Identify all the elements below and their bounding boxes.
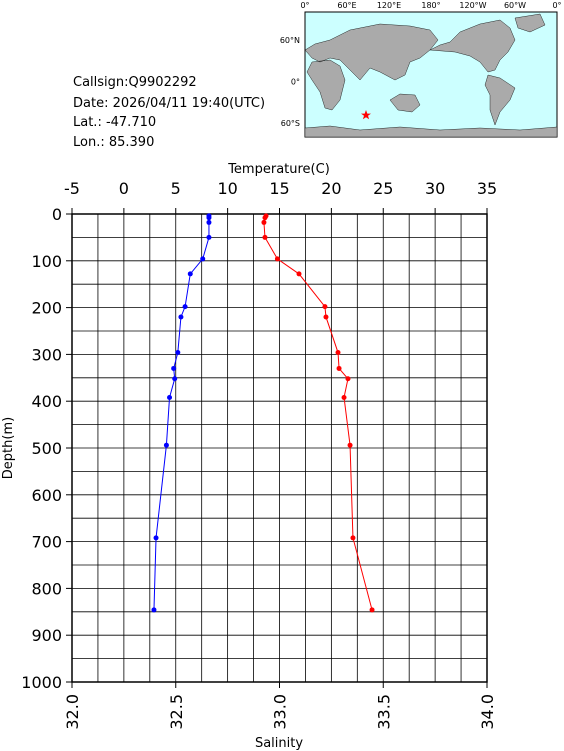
map-lat-label: 60°S xyxy=(281,119,300,128)
bottom-axis-title: Salinity xyxy=(255,736,303,751)
x2-tick-label: 32.0 xyxy=(63,694,82,730)
x-tick-label: 20 xyxy=(321,179,341,198)
x-tick-label: 30 xyxy=(425,179,445,198)
profile-point xyxy=(262,234,268,240)
float-location xyxy=(361,110,371,120)
profile-point xyxy=(172,376,178,382)
profile-point xyxy=(163,442,169,448)
profile-point xyxy=(322,304,328,310)
profile-point xyxy=(206,234,212,240)
profile-point xyxy=(350,535,356,541)
y-tick-label: 1000 xyxy=(21,673,62,692)
map-land xyxy=(304,13,558,138)
x-tick-label: 0 xyxy=(119,179,129,198)
profile-point xyxy=(336,365,342,371)
y-tick-label: 600 xyxy=(31,486,62,505)
date: Date: 2026/04/11 19:40(UTC) xyxy=(73,96,265,111)
profile-point xyxy=(153,535,159,541)
map-lon-label: 0° xyxy=(300,1,309,10)
y-tick-label: 400 xyxy=(31,392,62,411)
x2-tick-label: 33.0 xyxy=(271,694,290,730)
profile-point xyxy=(182,304,188,310)
profile-point xyxy=(323,314,329,320)
map-lat-label: 60°N xyxy=(280,36,300,45)
y-tick-label: 100 xyxy=(31,252,62,271)
y-tick-label: 200 xyxy=(31,299,62,318)
profile-point xyxy=(347,442,353,448)
latitude: Lat.: -47.710 xyxy=(73,115,156,130)
profile-point xyxy=(261,219,267,225)
profile-point xyxy=(167,394,173,400)
map-lon-label: 120°W xyxy=(459,1,486,10)
y-tick-label: 700 xyxy=(31,533,62,552)
x2-tick-label: 32.5 xyxy=(167,694,186,730)
profile-point xyxy=(296,271,302,277)
y-tick-label: 300 xyxy=(31,345,62,364)
top-axis-title: Temperature(C) xyxy=(227,162,330,177)
profile-line xyxy=(263,215,373,611)
x2-tick-label: 34.0 xyxy=(478,694,497,730)
profile-point xyxy=(200,256,206,262)
map-lon-label: 120°E xyxy=(377,1,401,10)
profile-point xyxy=(178,314,184,320)
profile-point xyxy=(206,219,212,225)
callsign: Callsign:Q9902292 xyxy=(73,75,197,90)
x-tick-label: 35 xyxy=(477,179,497,198)
y-tick-label: 0 xyxy=(52,205,62,224)
map-lon-label: 0° xyxy=(552,1,561,10)
y-tick-label: 500 xyxy=(31,439,62,458)
x2-tick-label: 33.5 xyxy=(374,694,393,730)
plot-frame xyxy=(71,213,488,683)
profile-point xyxy=(187,271,193,277)
location-map: 0° 60°E 120°E 180° 120°W 60°W 0° 60°N 0° 60°S xyxy=(280,1,562,138)
profile-point xyxy=(274,256,280,262)
x-tick-label: 10 xyxy=(217,179,237,198)
profile-line xyxy=(153,215,210,610)
y-axis-title: Depth(m) xyxy=(1,417,16,479)
profile-point xyxy=(171,365,177,371)
profile-point xyxy=(341,394,347,400)
map-lon-label: 60°E xyxy=(337,1,356,10)
longitude: Lon.: 85.390 xyxy=(73,135,154,150)
x-tick-label: 5 xyxy=(171,179,181,198)
profile-point xyxy=(175,350,181,356)
map-lon-label: 60°W xyxy=(504,1,526,10)
profile-point xyxy=(345,376,351,382)
x-tick-label: 25 xyxy=(373,179,393,198)
profile-point xyxy=(335,350,341,356)
y-tick-label: 800 xyxy=(31,579,62,598)
x-tick-label: 15 xyxy=(269,179,289,198)
info-panel: Callsign:Q9902292 Date: 2026/04/11 19:40… xyxy=(73,75,265,150)
map-lon-label: 180° xyxy=(421,1,440,10)
profile-point xyxy=(206,215,212,221)
profile-point xyxy=(369,607,375,613)
y-tick-label: 900 xyxy=(31,626,62,645)
profile-point xyxy=(262,215,268,221)
map-lat-label: 0° xyxy=(291,78,300,87)
profile-point xyxy=(151,607,157,613)
x-tick-label: -5 xyxy=(64,179,80,198)
